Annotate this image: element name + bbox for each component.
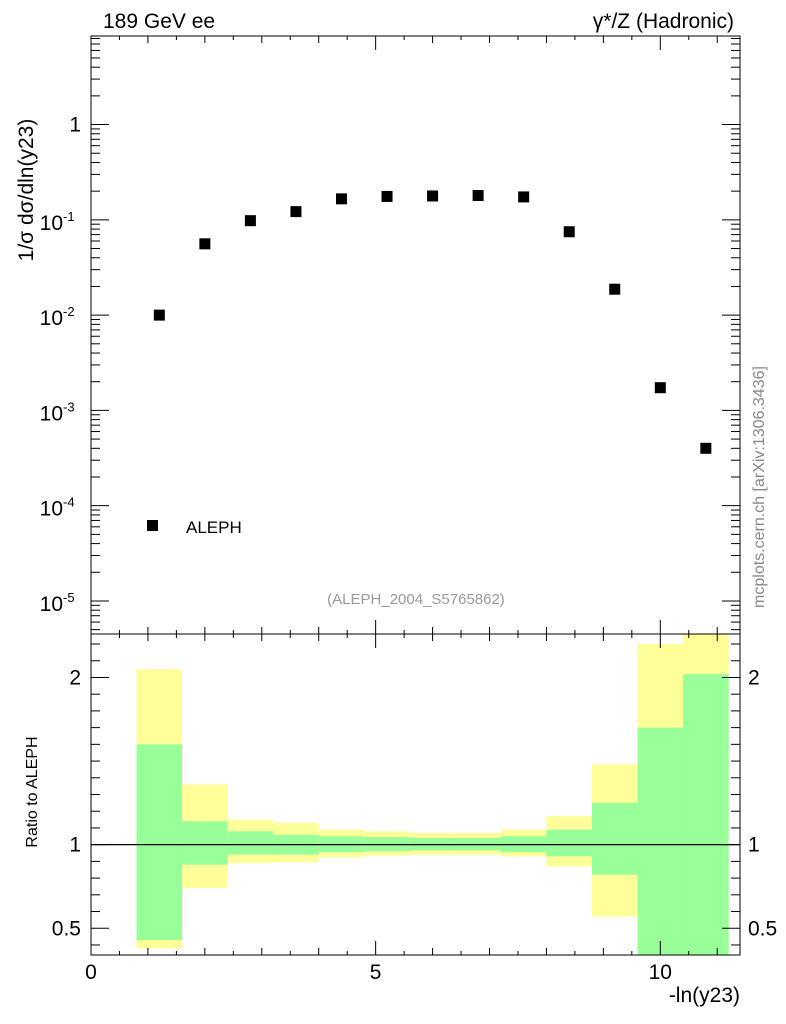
main-plot-frame [90, 35, 741, 635]
main-y-tick-exponent: -3 [63, 399, 75, 414]
main-y-tick-label-10-2: 10 [40, 307, 63, 330]
data-point-8 [472, 190, 484, 202]
main-y-axis-title: 1/σ dσ/dln(y23) [15, 119, 38, 262]
data-point-7 [427, 190, 439, 202]
stat-band-bin-12 [637, 727, 684, 955]
data-point-3 [244, 215, 256, 227]
process-label: γ*/Z (Hadronic) [593, 10, 734, 33]
stat-band-bin-1 [136, 744, 183, 940]
ratio-y-tick-label-left-1: 1 [69, 834, 81, 857]
data-point-11 [609, 283, 621, 295]
main-y-tick-label-10-5: 10 [40, 593, 63, 616]
ratio-y-tick-label-right-2: 2 [748, 666, 760, 689]
ratio-bands [136, 634, 729, 955]
main-y-tick-label-10-3: 10 [40, 402, 63, 425]
x-tick-label-0: 0 [85, 961, 97, 984]
stat-band-bin-13 [683, 674, 729, 955]
stat-band-bin-2 [182, 821, 228, 865]
data-point-2 [199, 238, 211, 250]
ratio-y-tick-label-left-0.5: 0.5 [52, 917, 81, 940]
data-point-6 [381, 190, 393, 202]
data-point-9 [518, 191, 530, 203]
legend-marker [147, 520, 158, 531]
data-point-13 [700, 442, 712, 454]
ratio-y-tick-label-right-1: 1 [748, 834, 760, 857]
ratio-plot-frame [90, 633, 741, 956]
data-markers [153, 190, 712, 454]
stat-band-bin-3 [227, 831, 274, 855]
main-y-tick-exponent: -1 [63, 209, 75, 224]
data-point-5 [335, 193, 347, 205]
main-y-tick-exponent: -2 [63, 304, 75, 319]
x-tick-label-10: 10 [649, 961, 672, 984]
data-point-1 [153, 309, 165, 321]
main-y-tick-label-10-1: 10 [40, 212, 63, 235]
data-point-10 [563, 226, 575, 238]
x-tick-label-5: 5 [370, 961, 382, 984]
data-point-12 [654, 382, 666, 394]
main-y-tick-exponent: -5 [63, 590, 75, 605]
legend-label: ALEPH [186, 518, 242, 537]
data-point-4 [290, 206, 302, 218]
x-axis-title: -ln(y23) [669, 984, 740, 1007]
main-y-tick-exponent: -4 [63, 495, 75, 510]
ratio-y-tick-label-left-2: 2 [69, 666, 81, 689]
main-y-tick-label-10-4: 10 [40, 498, 63, 521]
stat-band-bin-10 [546, 829, 592, 857]
main-y-tick-label-1: 1 [69, 114, 81, 137]
watermark: mcplots.cern.ch [arXiv:1306.3436] [751, 366, 768, 608]
analysis-label: (ALEPH_2004_S5765862) [327, 591, 505, 608]
stat-band-bin-11 [591, 802, 638, 875]
ratio-y-tick-label-right-0.5: 0.5 [748, 917, 777, 940]
energy-label: 189 GeV ee [103, 10, 215, 33]
tick-labels: 110-110-210-310-410 -50.5 0.51 12 20 5 10 [40, 114, 778, 984]
ratio-y-axis-title: Ratio to ALEPH [24, 736, 41, 847]
